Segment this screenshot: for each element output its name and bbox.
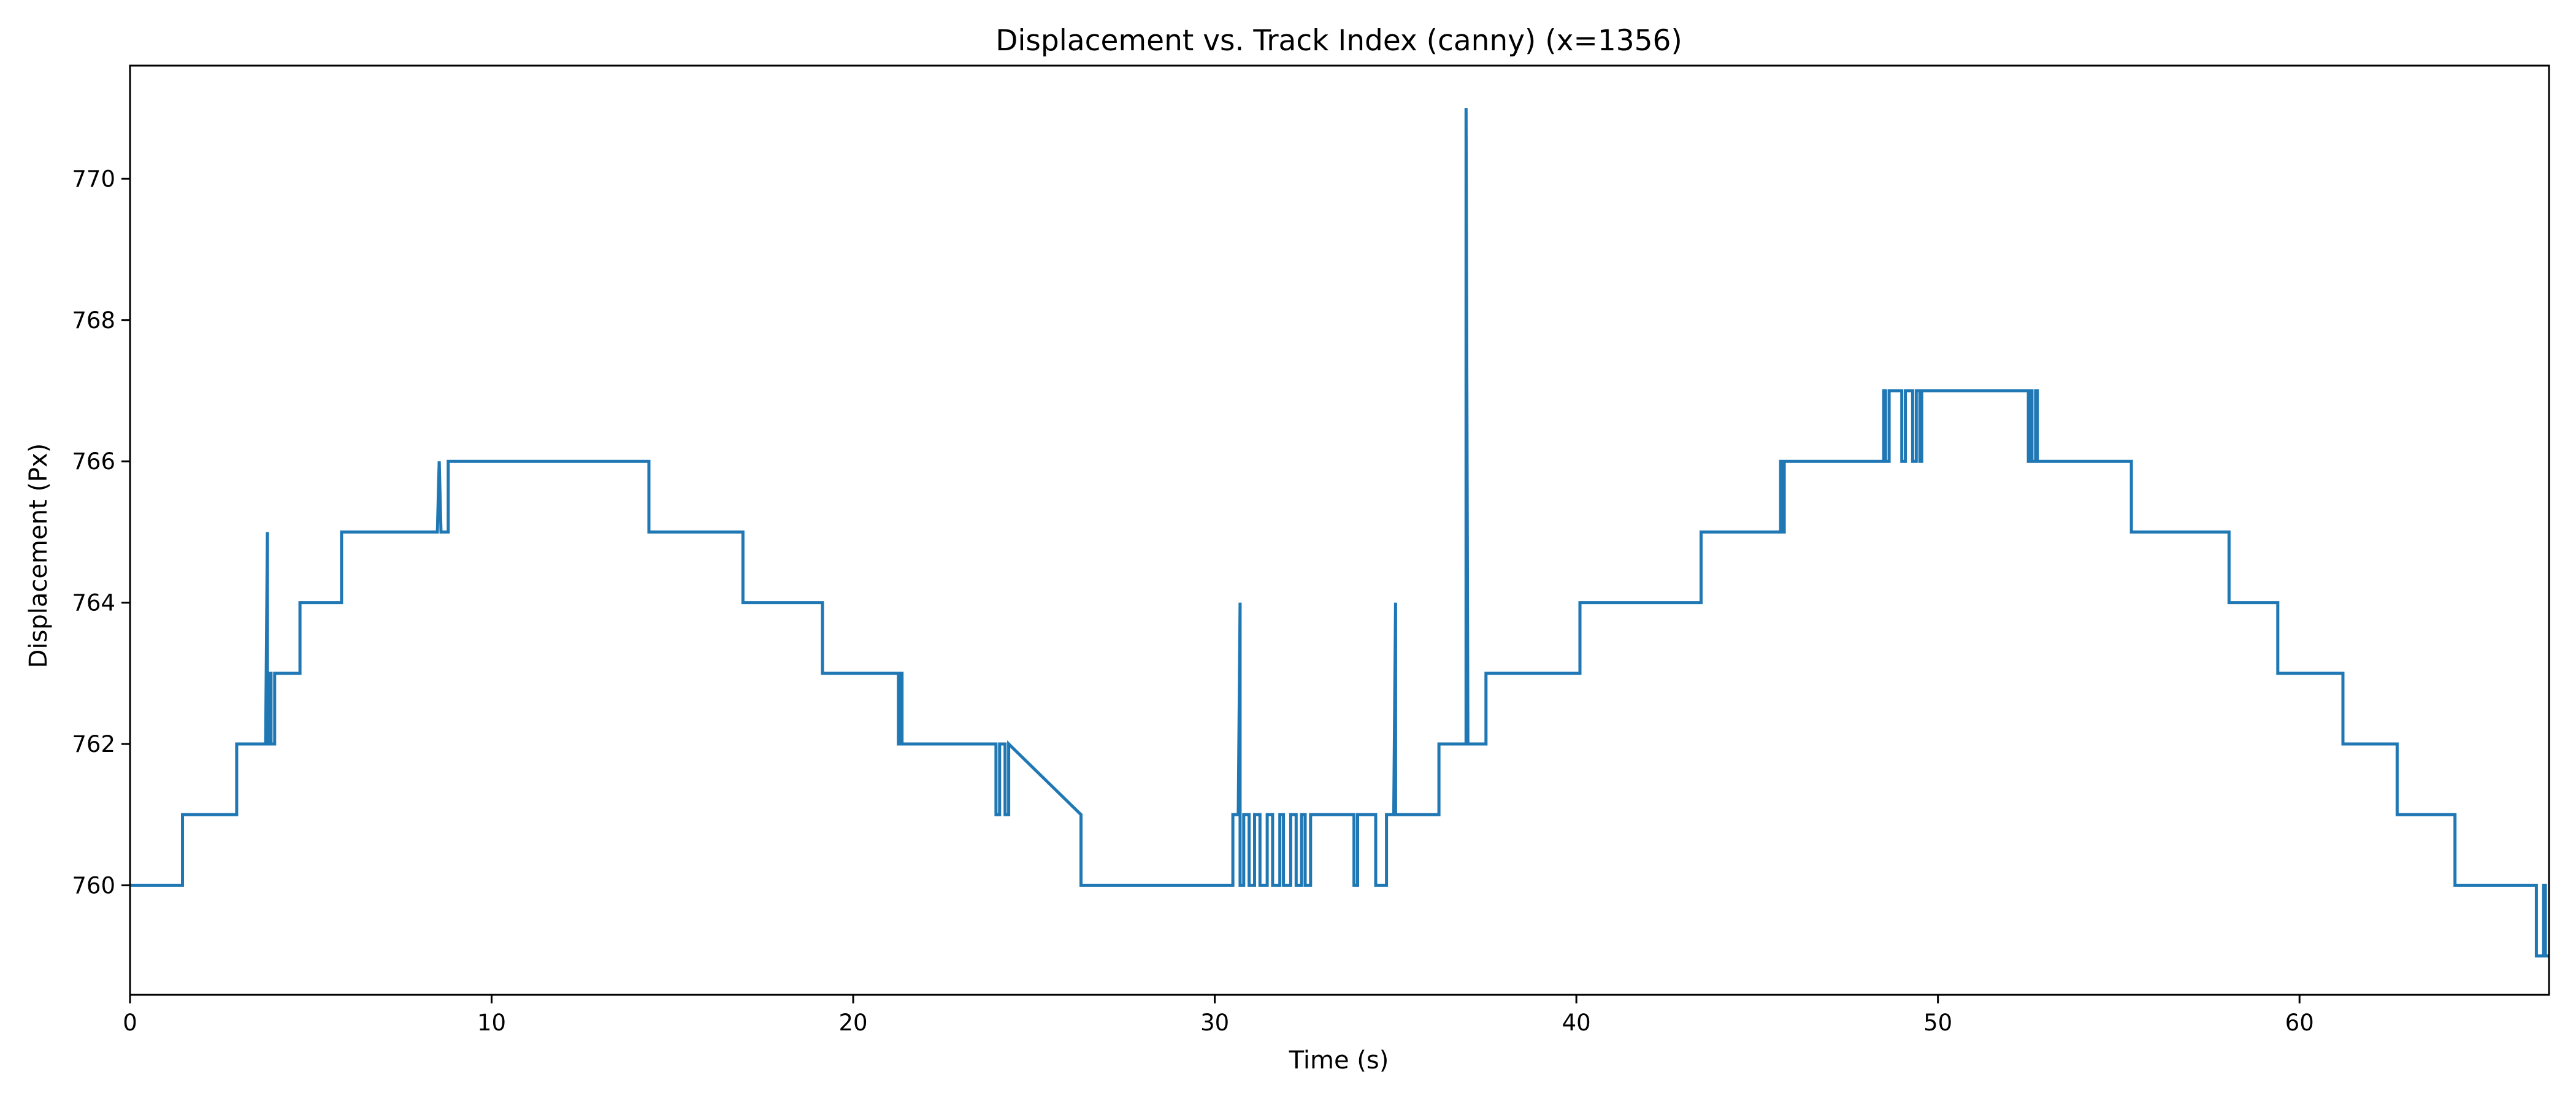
y-tick-label: 762 xyxy=(72,731,115,757)
y-tick-label: 764 xyxy=(72,590,115,616)
y-axis-label: Displacement (Px) xyxy=(25,443,53,669)
x-tick-label: 30 xyxy=(1200,1010,1229,1036)
y-tick-label: 770 xyxy=(72,166,115,192)
x-tick-label: 60 xyxy=(2285,1010,2314,1036)
x-axis: 0 10 20 30 40 50 60 xyxy=(123,995,2314,1036)
x-tick-label: 50 xyxy=(1923,1010,1952,1036)
x-tick-label: 0 xyxy=(123,1010,137,1036)
x-tick-label: 10 xyxy=(477,1010,506,1036)
x-axis-label: Time (s) xyxy=(1289,1046,1389,1075)
y-tick-label: 768 xyxy=(72,307,115,334)
y-axis: 760 762 764 766 768 770 xyxy=(72,166,130,899)
x-tick-label: 40 xyxy=(1562,1010,1591,1036)
plot-frame xyxy=(129,64,2550,996)
y-tick-label: 766 xyxy=(72,448,115,475)
y-tick-label: 760 xyxy=(72,872,115,899)
series-line xyxy=(130,108,2549,958)
chart-title: Displacement vs. Track Index (canny) (x=… xyxy=(995,24,1682,58)
x-tick-label: 20 xyxy=(839,1010,868,1036)
